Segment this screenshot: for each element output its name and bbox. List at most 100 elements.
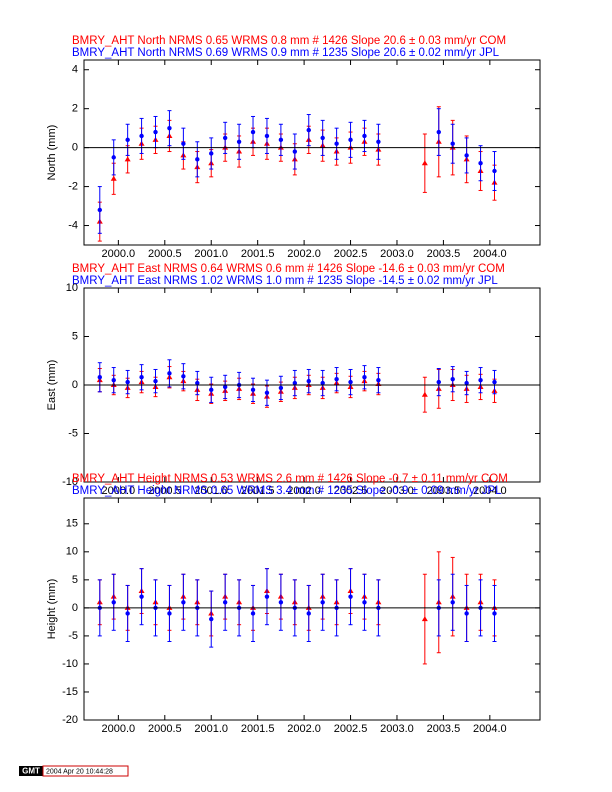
- point: [139, 375, 144, 380]
- x-tick-label: 2000.5: [148, 723, 182, 735]
- x-tick-label: 2001.5: [241, 485, 275, 497]
- y-tick-label: -10: [62, 658, 78, 670]
- point: [264, 133, 270, 139]
- point: [222, 384, 228, 390]
- point: [450, 141, 455, 146]
- point: [292, 380, 298, 386]
- point: [181, 600, 186, 605]
- point: [320, 135, 325, 141]
- point: [222, 135, 228, 141]
- point: [264, 390, 270, 395]
- point: [478, 161, 483, 166]
- point: [209, 616, 214, 622]
- x-tick-label: 2004.0: [473, 485, 507, 497]
- point: [167, 371, 172, 376]
- point: [334, 376, 339, 382]
- point: [278, 137, 284, 143]
- point: [125, 611, 130, 616]
- y-tick-label: -5: [68, 427, 78, 439]
- x-tick-label: 2003.5: [427, 723, 461, 735]
- x-tick-label: 2003.0: [380, 723, 414, 735]
- point: [376, 139, 381, 144]
- y-tick-label: -5: [68, 630, 78, 642]
- point: [209, 387, 214, 393]
- y-axis-label: North (mm): [46, 125, 58, 181]
- point: [264, 594, 270, 599]
- x-tick-label: 2002.5: [334, 723, 368, 735]
- x-tick-label: 2003.5: [427, 248, 461, 260]
- y-axis-label: Height (mm): [46, 579, 58, 640]
- y-tick-label: -4: [68, 219, 78, 231]
- y-tick-label: -10: [62, 476, 78, 488]
- point: [110, 175, 117, 181]
- y-tick-label: 0: [72, 602, 78, 614]
- point: [492, 379, 497, 385]
- point: [167, 611, 172, 616]
- y-tick-label: -15: [62, 686, 78, 698]
- x-tick-label: 2003.0: [380, 485, 414, 497]
- y-tick-label: 15: [66, 518, 78, 530]
- y-tick-label: 4: [72, 64, 78, 76]
- x-tick-label: 2000.5: [148, 248, 182, 260]
- point: [195, 157, 200, 162]
- point: [153, 378, 158, 384]
- series-title: BMRY_AHT Height NRMS 0.65 WRMS 3.4 mm # …: [72, 485, 502, 497]
- x-tick-label: 2001.0: [194, 723, 228, 735]
- point: [376, 377, 381, 383]
- x-tick-label: 2004.0: [473, 248, 507, 260]
- x-tick-label: 2004.0: [473, 723, 507, 735]
- x-tick-label: 2000.0: [102, 248, 136, 260]
- y-tick-label: -2: [68, 180, 78, 192]
- x-tick-label: 2000.0: [102, 485, 136, 497]
- point: [97, 375, 102, 380]
- series-title: BMRY_AHT East NRMS 0.64 WRMS 0.6 mm # 14…: [72, 263, 505, 275]
- y-axis-label: East (mm): [46, 360, 58, 411]
- point: [153, 129, 158, 135]
- gmt-logo: GMT: [22, 767, 40, 776]
- plot-frame: [83, 497, 541, 721]
- x-tick-label: 2002.0: [287, 248, 321, 260]
- point: [306, 611, 311, 616]
- point: [478, 377, 483, 383]
- gmt-logo-box: [19, 766, 43, 776]
- x-tick-label: 2000.0: [102, 723, 136, 735]
- point: [306, 127, 311, 133]
- series-title: BMRY_AHT North NRMS 0.69 WRMS 0.9 mm # 1…: [72, 47, 500, 59]
- series-title: BMRY_AHT Height NRMS 0.53 WRMS 2.6 mm # …: [72, 473, 508, 485]
- x-tick-label: 2003.5: [427, 485, 461, 497]
- point: [320, 600, 325, 605]
- x-tick-label: 2001.5: [241, 723, 275, 735]
- point: [209, 151, 214, 156]
- point: [421, 160, 428, 166]
- point: [436, 129, 441, 135]
- point: [97, 207, 102, 213]
- point: [348, 379, 353, 385]
- point: [292, 149, 298, 154]
- x-tick-label: 2001.0: [194, 248, 228, 260]
- x-tick-label: 2001.0: [194, 485, 228, 497]
- point: [421, 391, 428, 397]
- y-tick-label: 5: [72, 330, 78, 342]
- series-title: BMRY_AHT East NRMS 1.02 WRMS 1.0 mm # 12…: [72, 275, 498, 287]
- y-tick-label: 10: [66, 282, 78, 294]
- point: [421, 616, 428, 622]
- point: [250, 387, 256, 393]
- point: [139, 133, 144, 139]
- point: [362, 600, 367, 605]
- x-tick-label: 2000.5: [148, 485, 182, 497]
- point: [111, 600, 116, 605]
- y-tick-label: 0: [72, 142, 78, 154]
- x-tick-label: 2002.5: [334, 485, 368, 497]
- x-tick-label: 2002.0: [287, 723, 321, 735]
- x-tick-label: 2003.0: [380, 248, 414, 260]
- y-tick-label: 5: [72, 574, 78, 586]
- y-tick-label: 0: [72, 379, 78, 391]
- point: [278, 600, 284, 605]
- point: [222, 600, 228, 605]
- point: [306, 378, 311, 384]
- point: [125, 137, 130, 143]
- point: [125, 379, 130, 385]
- point: [450, 376, 455, 382]
